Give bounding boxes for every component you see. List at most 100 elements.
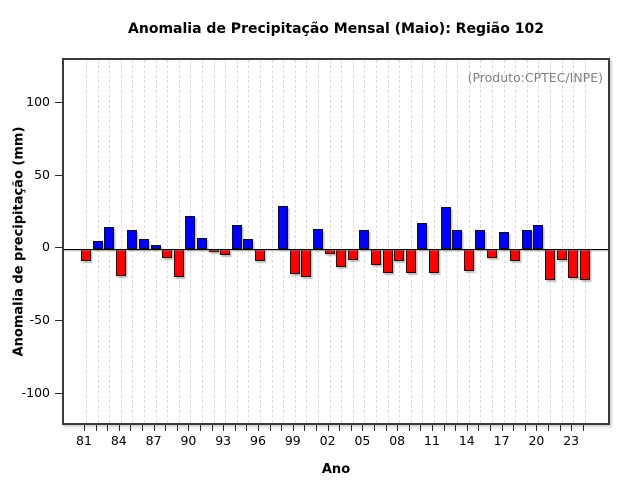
x-tick: [466, 425, 468, 431]
x-tick: [200, 425, 201, 431]
bar-09: [405, 249, 416, 273]
gridline: [213, 60, 215, 423]
x-tick: [118, 425, 120, 431]
gridline: [492, 60, 493, 423]
gridline: [399, 60, 401, 423]
x-tick: [455, 425, 457, 431]
bar-03: [336, 249, 347, 267]
bar-23: [568, 249, 579, 279]
bar-91: [197, 237, 207, 250]
x-tick: [84, 425, 85, 431]
bar-96: [255, 249, 265, 261]
x-tick: [548, 425, 549, 431]
x-tick-label: 81: [76, 433, 92, 448]
x-tick: [362, 425, 364, 431]
gridline: [550, 60, 551, 423]
x-tick: [350, 425, 352, 431]
bar-90: [185, 215, 196, 250]
x-tick: [501, 425, 503, 431]
bar-88: [162, 249, 173, 259]
bar-86: [139, 239, 149, 250]
bar-12: [440, 207, 451, 250]
x-tick: [408, 425, 410, 431]
x-tick: [281, 425, 283, 431]
x-tick: [316, 425, 317, 431]
x-tick: [130, 425, 132, 431]
x-tick: [165, 425, 167, 431]
bar-24: [579, 249, 590, 280]
gridline: [573, 60, 575, 423]
x-tick: [246, 425, 248, 431]
y-tick-label: -100: [21, 384, 50, 400]
bar-82: [92, 240, 103, 250]
x-tick: [258, 425, 259, 431]
bar-04: [347, 249, 358, 260]
gridline: [178, 60, 180, 423]
bar-98: [278, 205, 289, 250]
bar-05: [359, 230, 370, 250]
zero-baseline: [64, 249, 608, 251]
source-annotation: (Produto:CPTEC/INPE): [467, 70, 603, 85]
x-tick: [374, 425, 375, 431]
gridline: [294, 60, 296, 423]
x-tick: [478, 425, 480, 431]
y-tick: [55, 320, 62, 322]
bar-89: [173, 249, 184, 277]
gridline: [155, 60, 157, 423]
x-tick-label: 02: [319, 433, 336, 448]
gridline: [410, 60, 412, 423]
bar-08: [394, 249, 405, 261]
x-tick-label: 90: [180, 433, 197, 448]
bar-06: [371, 249, 381, 266]
gridline: [515, 60, 517, 423]
x-tick: [490, 425, 491, 431]
x-tick: [269, 425, 271, 431]
bar-83: [104, 227, 115, 250]
bar-13: [452, 230, 463, 250]
x-tick-label: 96: [250, 433, 266, 448]
bar-84: [115, 249, 126, 276]
x-tick: [188, 425, 190, 431]
gridline: [341, 60, 343, 423]
x-tick: [339, 425, 341, 431]
y-tick: [55, 247, 62, 249]
gridline: [376, 60, 377, 423]
bar-00: [301, 249, 312, 277]
gridline: [561, 60, 563, 423]
y-tick-label: 100: [26, 93, 50, 109]
y-tick: [55, 174, 62, 176]
x-tick: [211, 425, 213, 431]
gridline: [329, 60, 331, 423]
bar-16: [487, 249, 497, 259]
gridline: [86, 60, 87, 423]
x-tick: [432, 425, 433, 431]
bar-85: [127, 230, 138, 250]
x-tick-label: 14: [458, 433, 475, 448]
x-tick: [292, 425, 294, 431]
x-tick: [95, 425, 97, 431]
x-tick-label: 05: [354, 433, 371, 448]
x-tick-label: 93: [215, 433, 232, 448]
bar-99: [289, 249, 300, 275]
x-tick: [582, 425, 584, 431]
gridline: [352, 60, 354, 423]
y-tick-label: -50: [29, 312, 50, 328]
bar-15: [475, 230, 486, 250]
gridline: [584, 60, 586, 423]
x-tick: [223, 425, 225, 431]
x-tick-label: 08: [389, 433, 406, 448]
x-tick: [513, 425, 515, 431]
x-tick: [176, 425, 178, 431]
x-tick-label: 23: [563, 433, 580, 448]
x-tick: [142, 425, 143, 431]
bar-21: [545, 249, 555, 280]
x-tick: [420, 425, 422, 431]
plot-area: (Produto:CPTEC/INPE): [62, 58, 610, 425]
bar-18: [510, 249, 521, 261]
bar-14: [463, 249, 474, 272]
x-tick: [559, 425, 561, 431]
bar-94: [231, 224, 242, 250]
x-tick: [397, 425, 399, 431]
x-tick: [571, 425, 573, 431]
